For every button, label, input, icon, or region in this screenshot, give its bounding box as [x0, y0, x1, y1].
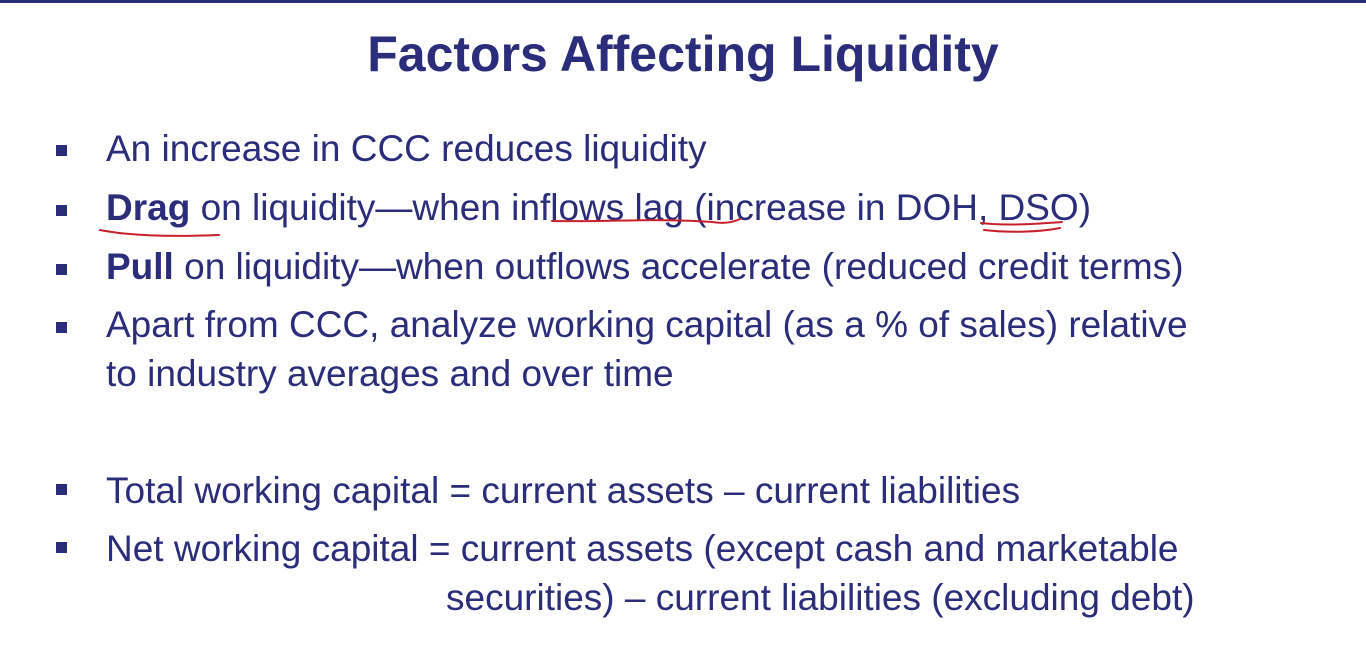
bullet-3-text: Pull on liquidity—when outflows accelera…	[106, 242, 1184, 291]
bullet-1-text: An increase in CCC reduces liquidity	[106, 128, 707, 169]
bullet-3-bold: Pull	[106, 246, 174, 287]
bullet-2-underlined-1: inflows lag	[511, 187, 684, 228]
bullet-2-underlined-2: DOH	[895, 187, 978, 228]
top-rule	[0, 0, 1366, 3]
bullet-marker	[56, 205, 67, 216]
bullet-marker	[56, 542, 67, 553]
bullet-4-line-1: Apart from CCC, analyze working capital …	[106, 304, 1188, 345]
bullet-marker	[56, 484, 67, 495]
bullet-2-post: , DSO)	[977, 187, 1092, 228]
bullet-5-text: Total working capital = current assets –…	[106, 470, 1021, 511]
bullet-marker	[56, 145, 67, 156]
bullet-2-pre: on liquidity—when	[190, 187, 512, 228]
bullet-marker	[56, 264, 67, 275]
bullet-6-line-2: securities) – current liabilities (exclu…	[446, 577, 1195, 618]
bullet-marker	[56, 322, 67, 333]
bullet-2-mid: (increase in	[683, 187, 896, 228]
bullet-4-line-2: to industry averages and over time	[106, 353, 674, 394]
bullet-2-bold: Drag	[106, 187, 191, 228]
bullet-2-text: Drag on liquidity—when inflows lag (incr…	[106, 183, 1091, 232]
bullet-6-line-1: Net working capital = current assets (ex…	[106, 528, 1179, 569]
bullet-3-rest: on liquidity—when outflows accelerate (r…	[173, 246, 1184, 287]
slide-title: Factors Affecting Liquidity	[367, 26, 999, 82]
